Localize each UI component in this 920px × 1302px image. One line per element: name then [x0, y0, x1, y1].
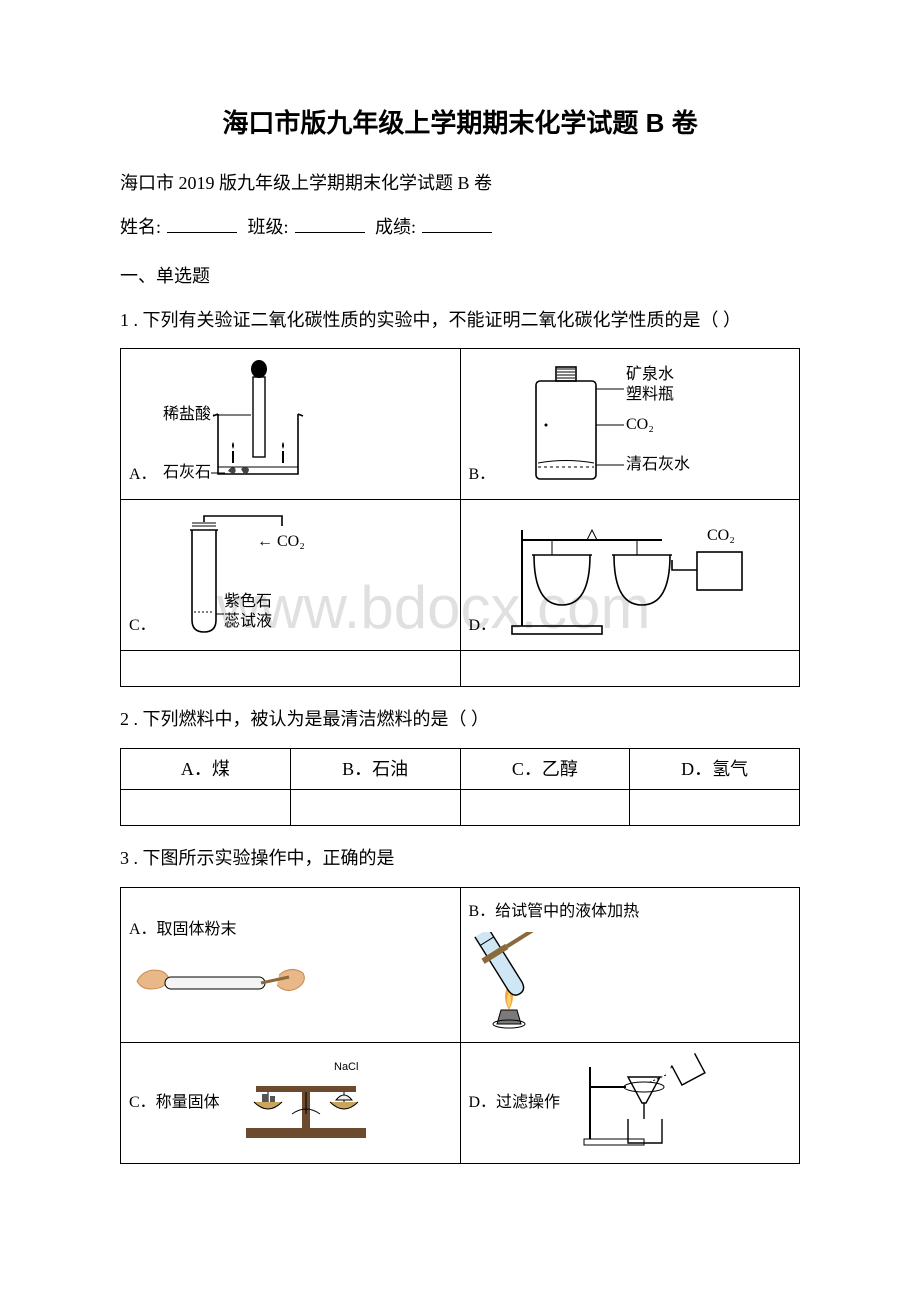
score-blank[interactable]	[422, 232, 492, 233]
q3-d-text: D．过滤操作	[469, 1089, 561, 1118]
q1-a-label-limestone: 石灰石	[163, 463, 211, 481]
q1-fig-a: 稀盐酸 石灰石	[163, 359, 333, 489]
subtitle: 海口市 2019 版九年级上学期期末化学试题 B 卷	[120, 167, 800, 199]
q1-a-label-acid: 稀盐酸	[163, 405, 211, 423]
svg-text:清石灰水: 清石灰水	[626, 455, 690, 473]
q3-b-text: B．给试管中的液体加热	[469, 898, 640, 927]
q3-option-d-cell: D．过滤操作	[467, 1047, 794, 1159]
q3-fig-c: NaCl	[226, 1058, 386, 1148]
svg-text:紫色石: 紫色石	[224, 592, 272, 610]
q3-c-nacl-label: NaCl	[334, 1061, 358, 1073]
q2-option-a: A．煤	[121, 748, 291, 789]
q1-stem: 1 . 下列有关验证二氧化碳性质的实验中，不能证明二氧化碳化学性质的是（ ）	[120, 304, 800, 336]
q3-a-text: A．取固体粉末	[129, 916, 237, 945]
q2-options-table: A．煤 B．石油 C．乙醇 D．氢气	[120, 748, 800, 826]
q1-c-letter: C．	[129, 612, 156, 641]
student-info-line: 姓名: 班级: 成绩:	[120, 211, 800, 243]
q2-option-d: D．氢气	[630, 748, 800, 789]
q3-stem: 3 . 下图所示实验操作中，正确的是	[120, 842, 800, 874]
name-blank[interactable]	[167, 232, 237, 233]
q3-fig-b	[469, 932, 589, 1032]
q1-fig-d: CO₂	[502, 510, 752, 640]
score-label: 成绩:	[375, 217, 416, 237]
svg-text:CO₂: CO₂	[626, 416, 654, 433]
q1-d-letter: D．	[469, 612, 497, 641]
q1-options-table: A．	[120, 348, 800, 687]
q2-stem: 2 . 下列燃料中，被认为是最清洁燃料的是（ ）	[120, 703, 800, 735]
name-label: 姓名:	[120, 217, 161, 237]
class-blank[interactable]	[295, 232, 365, 233]
section-heading: 一、单选题	[120, 260, 800, 292]
q1-fig-b: 矿泉水 塑料瓶 CO₂ 清石灰水	[501, 359, 731, 489]
q3-option-c-cell: C．称量固体 NaCl	[127, 1048, 454, 1158]
q1-option-d-cell: D．	[467, 504, 794, 646]
q3-options-table: A．取固体粉末 B．给试管中的液体加热	[120, 887, 800, 1165]
q1-a-letter: A．	[129, 461, 157, 490]
q2-option-c: C．乙醇	[460, 748, 630, 789]
q3-option-b-cell: B．给试管中的液体加热	[467, 892, 794, 1039]
svg-text:矿泉水: 矿泉水	[626, 365, 674, 383]
svg-text:← CO₂: ← CO₂	[257, 533, 305, 550]
q3-option-a-cell: A．取固体粉末	[127, 910, 454, 1020]
q1-option-b-cell: B． 矿泉水 塑料瓶 CO₂ 清石灰水	[467, 353, 794, 495]
q3-fig-d	[566, 1053, 726, 1153]
q1-fig-c: ← CO₂ 紫色石 蕊试液	[162, 510, 382, 640]
svg-text:塑料瓶: 塑料瓶	[626, 385, 674, 403]
q3-fig-a	[129, 951, 309, 1011]
q1-option-c-cell: C． ← CO₂ 紫色石 蕊试液	[127, 504, 454, 646]
class-label: 班级:	[248, 217, 289, 237]
q2-option-b: B．石油	[290, 748, 460, 789]
svg-text:CO₂: CO₂	[707, 527, 735, 544]
q3-c-text: C．称量固体	[129, 1089, 220, 1118]
q1-option-a-cell: A．	[127, 353, 454, 495]
q1-b-letter: B．	[469, 461, 496, 490]
svg-text:蕊试液: 蕊试液	[224, 612, 272, 630]
page-title: 海口市版九年级上学期期末化学试题 B 卷	[120, 100, 800, 147]
